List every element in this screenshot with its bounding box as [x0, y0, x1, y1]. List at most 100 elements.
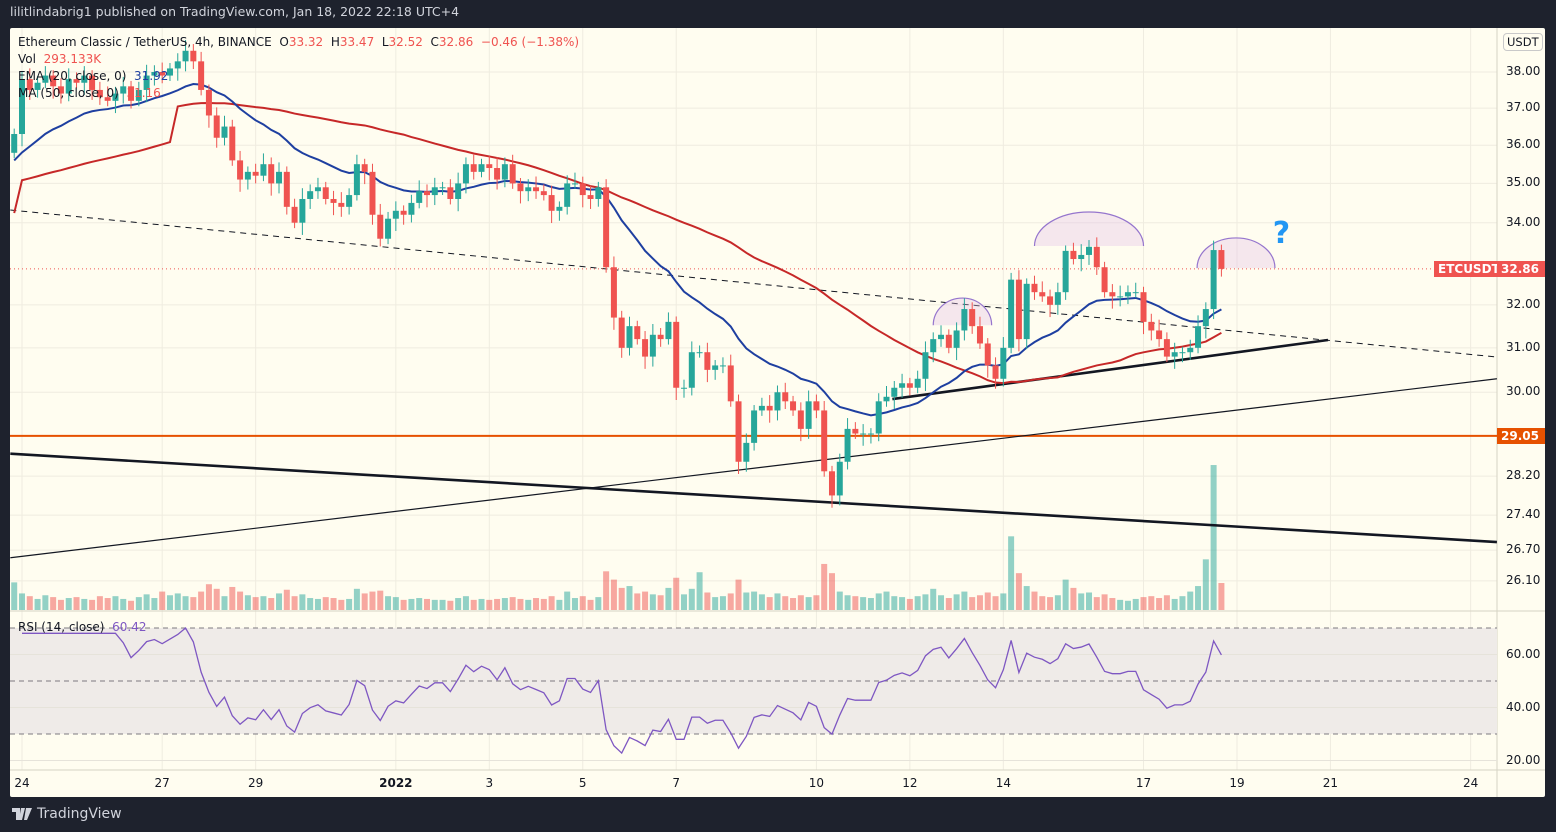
volume-bar [618, 587, 625, 610]
volume-value: 293.133K [43, 52, 102, 66]
candle-body [104, 97, 111, 101]
candle-body [330, 198, 337, 203]
volume-bar [875, 593, 882, 610]
candle-body [1195, 326, 1202, 348]
candle-body [400, 210, 407, 215]
candle-body [50, 75, 57, 87]
question-annotation[interactable]: ? [1272, 215, 1291, 251]
price-tick-label: 37.00 [1506, 100, 1541, 115]
candle-body [681, 387, 688, 389]
ema-legend[interactable]: EMA (20, close, 0) 31.92 [18, 69, 169, 83]
volume-bar [486, 599, 493, 610]
volume-bar [143, 594, 150, 610]
volume-bar [790, 598, 797, 610]
volume-bar [719, 596, 726, 610]
candle-body [517, 183, 524, 192]
candle-body [57, 86, 64, 94]
candle-body [704, 352, 711, 370]
volume-bar [252, 597, 259, 610]
rsi-legend[interactable]: RSI (14, close) 60.42 [18, 620, 147, 634]
tradingview-logo-icon [12, 808, 32, 820]
volume-bar [1202, 559, 1209, 610]
candle-body [447, 187, 454, 199]
currency-button[interactable]: USDT [1503, 33, 1543, 51]
candle-body [1070, 250, 1077, 260]
candle-body [462, 164, 469, 184]
volume-bar [930, 588, 937, 610]
volume-bar [89, 599, 96, 610]
tradingview-brand[interactable]: TradingView [12, 806, 122, 822]
candle-body [1148, 321, 1155, 331]
volume-bar [626, 586, 633, 610]
candle-body [314, 187, 321, 192]
candle-body [797, 410, 804, 429]
ema-20-line [13, 83, 1222, 417]
candle-body [361, 164, 368, 172]
candle-body [961, 309, 968, 331]
volume-legend[interactable]: Vol 293.133K [18, 52, 102, 66]
candle-body [159, 72, 166, 76]
volume-bar [128, 600, 135, 610]
volume-bar [447, 600, 454, 610]
candle-body [727, 365, 734, 402]
volume-bar [595, 597, 602, 610]
candle-body [1062, 250, 1069, 293]
volume-bar [1218, 583, 1225, 610]
volume-bar [96, 596, 103, 610]
volume-bar [353, 588, 360, 610]
candle-body [618, 317, 625, 348]
change-value: −0.46 (−1.38%) [480, 35, 580, 49]
rsi-line [22, 627, 1222, 755]
candle-body [439, 187, 446, 189]
candle-body [322, 187, 329, 199]
time-tick-label: 2022 [379, 776, 413, 790]
rsi-tick-label: 20.00 [1506, 752, 1541, 767]
volume-bar [1187, 591, 1194, 610]
candle-body [34, 82, 41, 90]
volume-bar [704, 592, 711, 610]
candle-body [1124, 292, 1131, 297]
volume-bar [1171, 598, 1178, 610]
candle-body [1008, 279, 1015, 348]
candle-body [1117, 296, 1124, 298]
volume-bar [478, 598, 485, 610]
volume-bar [953, 594, 960, 610]
volume-bar [525, 599, 532, 610]
candle-body [852, 428, 859, 434]
volume-bar [587, 599, 594, 610]
volume-bar [198, 591, 205, 610]
volume-bar [431, 599, 438, 610]
candle-body [548, 195, 555, 211]
volume-bar [1117, 599, 1124, 610]
volume-bar [743, 592, 750, 610]
volume-bar [1015, 573, 1022, 610]
level-price-badge: 29.05 [1497, 428, 1545, 444]
volume-bar [501, 598, 508, 610]
volume-bar [260, 596, 267, 610]
price-tick-label: 28.20 [1506, 468, 1541, 483]
candle-body [112, 93, 119, 101]
candle-body [174, 61, 181, 69]
volume-bar [688, 588, 695, 610]
candle-body [1047, 296, 1054, 305]
candle-body [665, 321, 672, 340]
volume-bar [338, 599, 345, 610]
volume-bar [657, 595, 664, 610]
thin-line-trendline [10, 378, 1497, 559]
candle-body [564, 183, 571, 207]
candle-body [338, 202, 345, 207]
volume-bar [291, 596, 298, 610]
candle-body [922, 352, 929, 379]
volume-bar [1078, 593, 1085, 610]
volume-bar [50, 597, 57, 610]
ma-value: 31.16 [126, 86, 161, 100]
candle-body [268, 164, 275, 184]
candle-body [867, 433, 874, 435]
volume-bar [517, 598, 524, 610]
candle-body [821, 410, 828, 472]
ma-legend[interactable]: MA (50, close, 0) 31.16 [18, 86, 161, 100]
ma-50-line [13, 101, 1222, 385]
price-tick-label: 26.70 [1506, 542, 1541, 557]
candle-body [65, 79, 72, 94]
